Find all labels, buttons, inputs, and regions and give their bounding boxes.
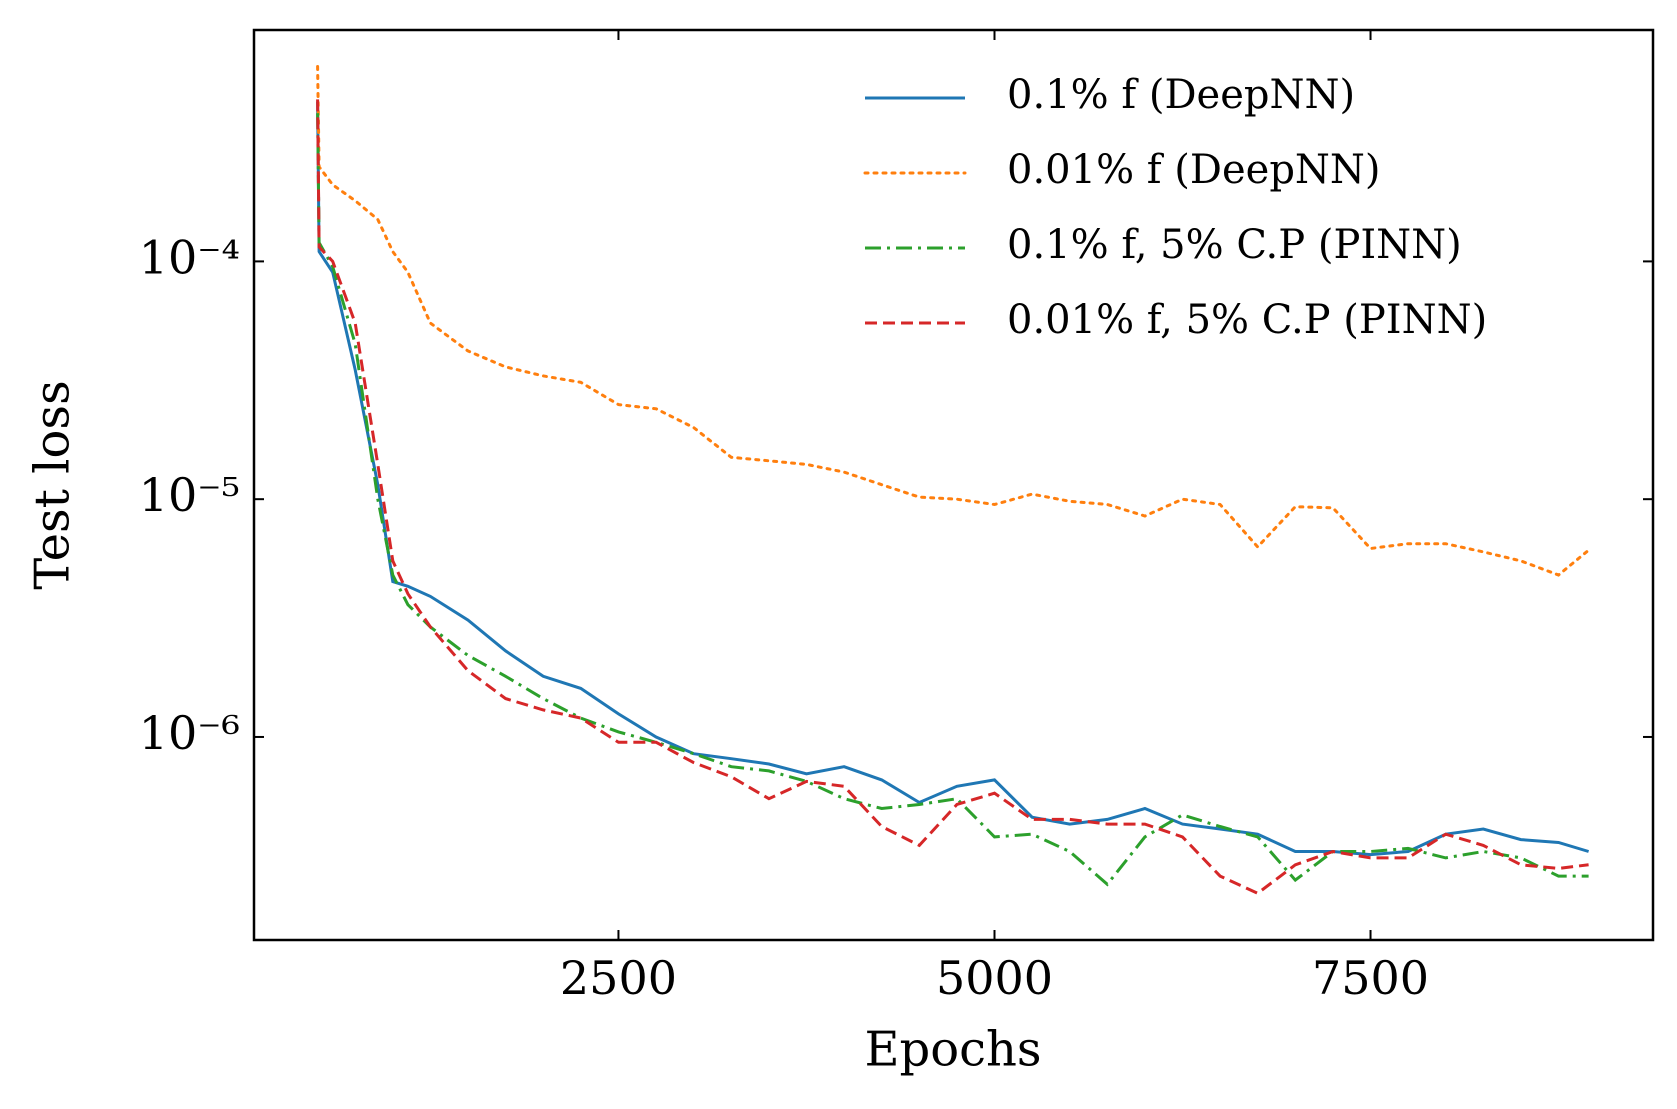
y-axis-label: Test loss [25,380,81,589]
data-line [316,101,1590,857]
data-line [316,113,1589,887]
y-tick-label: 10⁻⁵ [139,468,240,522]
x-axis-label: Epochs [864,1022,1041,1078]
y-tick-label: 10⁻⁶ [139,706,240,760]
legend-label: 0.1% f (DeepNN) [1007,72,1355,118]
x-tick-label: 7500 [1312,951,1429,1005]
x-tick-label: 2500 [560,951,677,1005]
legend-label: 0.01% f (DeepNN) [1007,147,1381,193]
y-tick-label: 10⁻⁴ [139,230,240,284]
legend-label: 0.01% f, 5% C.P (PINN) [1007,297,1487,343]
data-line [316,65,1591,577]
plot-frame [252,28,1655,942]
data-line [316,99,1589,896]
legend-label: 0.1% f, 5% C.P (PINN) [1007,222,1462,268]
x-tick-label: 5000 [936,951,1053,1005]
